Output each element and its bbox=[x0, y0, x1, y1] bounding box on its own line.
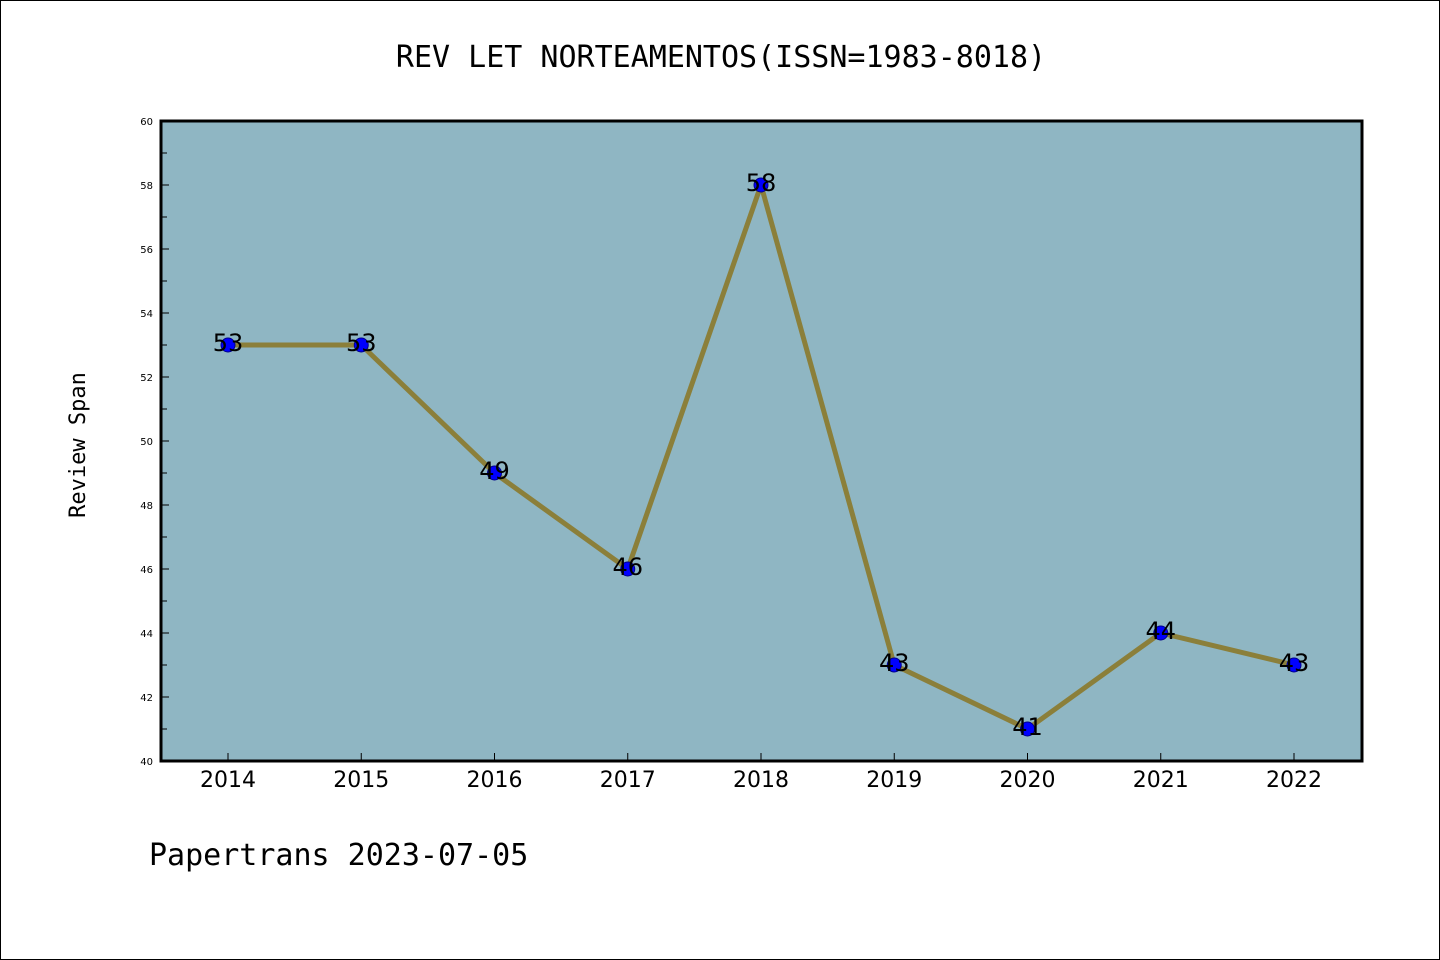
x-ticks: 2014 2015 2016 2017 2018 2019 2020 2021 2022 bbox=[200, 753, 1322, 793]
data-label-2022: 43 bbox=[1279, 649, 1310, 677]
data-point-2015 bbox=[353, 337, 369, 353]
x-tick-label: 2022 bbox=[1266, 768, 1322, 793]
x-tick-label: 2017 bbox=[600, 768, 656, 793]
y-major-ticks: 40 42 44 46 48 50 52 54 56 58 60 bbox=[140, 117, 169, 768]
x-tick-label: 2019 bbox=[866, 768, 922, 793]
y-tick-label: 42 bbox=[140, 693, 153, 704]
data-point-2021 bbox=[1153, 625, 1169, 641]
x-tick-label: 2020 bbox=[1000, 768, 1056, 793]
data-labels: 53 53 49 46 58 43 41 44 43 bbox=[213, 169, 1310, 741]
data-point-2014 bbox=[220, 337, 236, 353]
data-label-2021: 44 bbox=[1145, 617, 1176, 645]
x-tick-label: 2015 bbox=[333, 768, 389, 793]
data-point-2016 bbox=[487, 465, 502, 481]
data-label-2019: 43 bbox=[879, 649, 910, 677]
data-point-2018 bbox=[753, 177, 769, 193]
y-tick-label: 40 bbox=[140, 757, 153, 768]
data-point-2019 bbox=[886, 657, 902, 673]
plot-area bbox=[161, 121, 1362, 761]
data-point-2020 bbox=[1020, 721, 1035, 737]
y-tick-label: 52 bbox=[140, 373, 153, 384]
data-point-2017 bbox=[620, 561, 636, 577]
y-tick-label: 50 bbox=[140, 437, 153, 448]
data-points bbox=[220, 177, 1302, 737]
y-tick-label: 48 bbox=[140, 501, 153, 512]
y-tick-label: 60 bbox=[140, 117, 153, 128]
footer-note: Papertrans 2023-07-05 bbox=[149, 838, 528, 873]
data-label-2017: 46 bbox=[612, 553, 643, 581]
y-tick-label: 44 bbox=[140, 629, 153, 640]
y-tick-label: 54 bbox=[140, 309, 153, 320]
x-tick-label: 2018 bbox=[733, 768, 789, 793]
data-label-2016: 49 bbox=[479, 457, 510, 485]
x-tick-label: 2014 bbox=[200, 768, 256, 793]
chart-title: REV LET NORTEAMENTOS(ISSN=1983-8018) bbox=[396, 40, 1046, 75]
y-axis-label: Review Span bbox=[66, 372, 91, 518]
data-label-2020: 41 bbox=[1012, 713, 1043, 741]
y-tick-label: 58 bbox=[140, 181, 153, 192]
x-tick-label: 2016 bbox=[467, 768, 523, 793]
plot-border bbox=[159, 119, 1364, 763]
y-tick-label: 56 bbox=[140, 245, 153, 256]
data-point-2022 bbox=[1286, 657, 1302, 673]
data-label-2015: 53 bbox=[346, 329, 377, 357]
data-label-2018: 58 bbox=[746, 169, 777, 197]
x-tick-label: 2021 bbox=[1133, 768, 1189, 793]
y-tick-label: 46 bbox=[140, 565, 153, 576]
data-label-2014: 53 bbox=[213, 329, 244, 357]
